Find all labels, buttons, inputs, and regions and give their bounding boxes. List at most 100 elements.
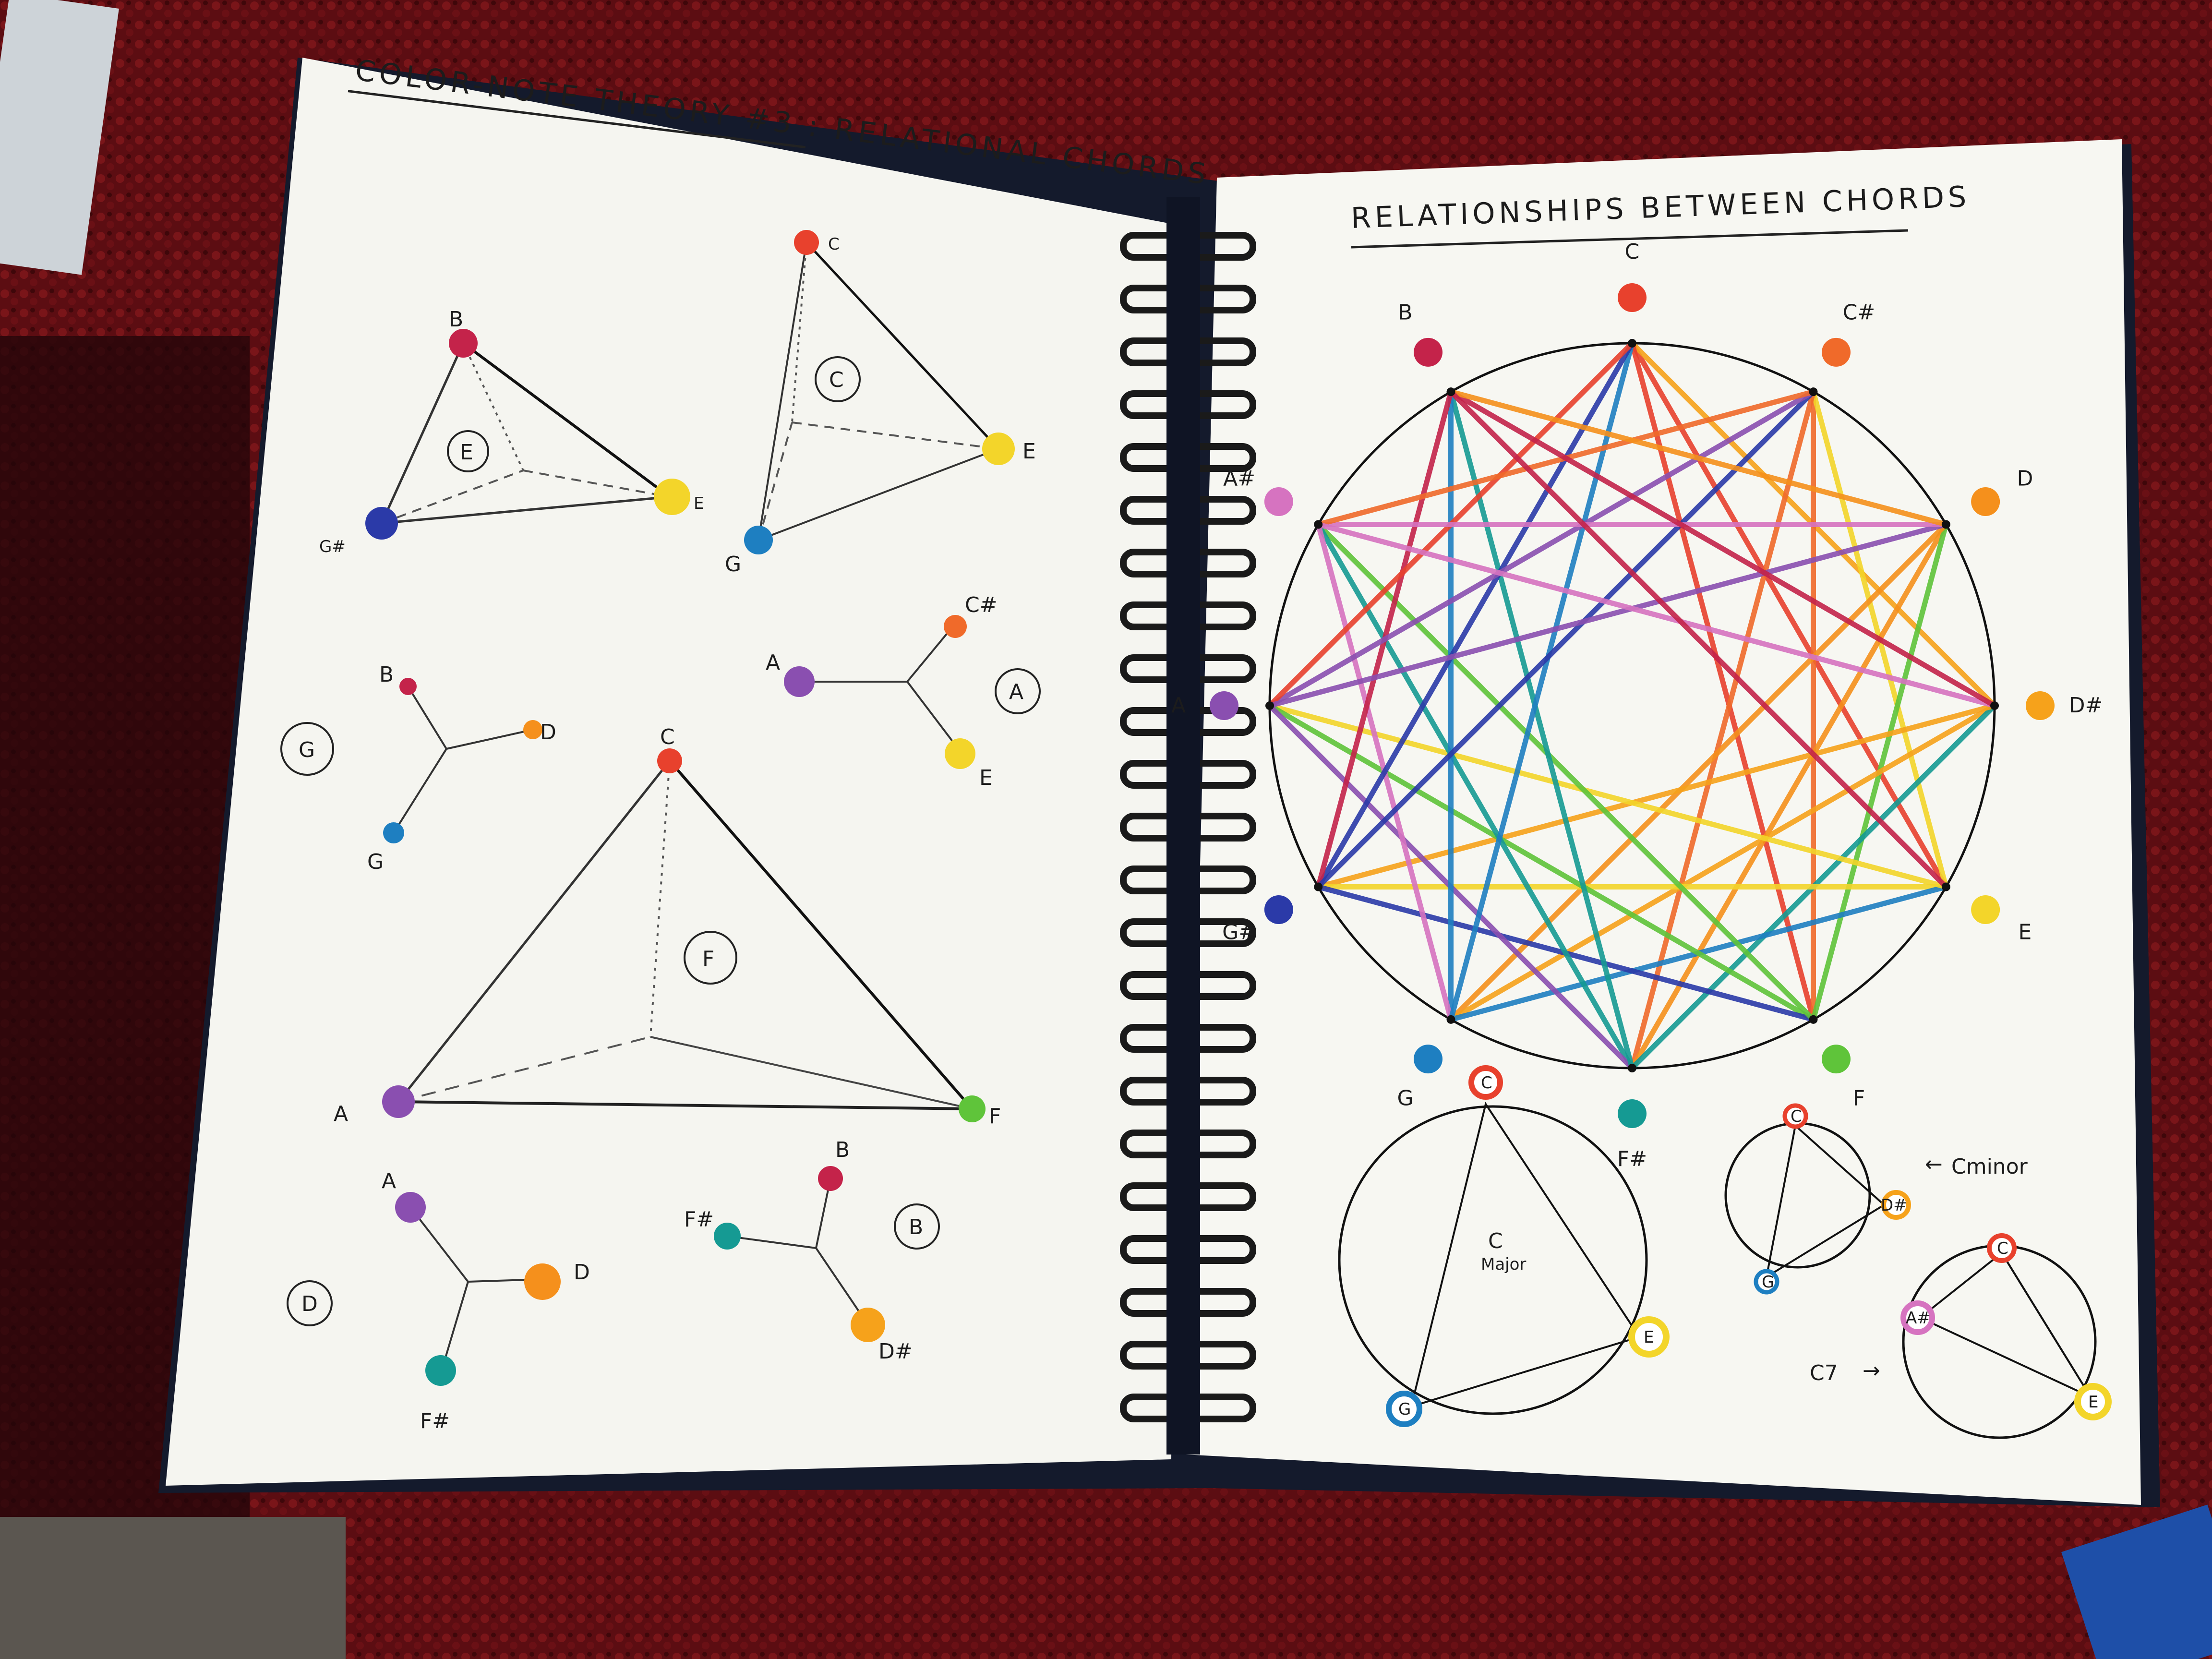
wheel-line-f-a bbox=[1267, 703, 1816, 1022]
note-label-a: A bbox=[766, 650, 780, 675]
wheel-tick-a-sharp bbox=[1314, 520, 1323, 529]
note-label-e: E bbox=[979, 766, 993, 790]
note-dot-e bbox=[945, 738, 975, 769]
wheel-line-c-f bbox=[1629, 340, 1816, 1022]
chord-wheel: C C# D D# E F F# G G# A A# B bbox=[1171, 240, 2103, 1171]
note-label-a: A bbox=[334, 1102, 348, 1126]
c7-arrow: → bbox=[1863, 1358, 1880, 1383]
note-label-g: G bbox=[367, 850, 384, 874]
wheel-dot-a-sharp bbox=[1264, 487, 1293, 516]
plaid-fabric bbox=[0, 1517, 346, 1659]
wheel-label-d-sharp: D# bbox=[2069, 693, 2103, 718]
note-label-f-sharp: F# bbox=[684, 1207, 714, 1232]
chord-label-e: E bbox=[460, 440, 473, 465]
wheel-label-e: E bbox=[2018, 920, 2032, 945]
note-label-e: E bbox=[1022, 439, 1036, 464]
note-label-a: A bbox=[382, 1169, 396, 1193]
tetrahedron-c-chord: C G E C bbox=[725, 230, 1036, 577]
chord-label-a: A bbox=[1009, 680, 1023, 704]
note-ring-e bbox=[1628, 1316, 1670, 1358]
wheel-line-d-f-sharp bbox=[1629, 522, 1949, 1071]
wheel-line-a-c-sharp bbox=[1267, 389, 1816, 709]
note-dot-e bbox=[982, 433, 1015, 465]
wheel-tick-c bbox=[1628, 339, 1636, 348]
ring-label-e: E bbox=[2088, 1393, 2098, 1412]
wheel-dot-b bbox=[1414, 337, 1443, 367]
wheel-line-e-a bbox=[1267, 703, 1949, 890]
note-ring-g bbox=[1754, 1269, 1779, 1295]
wheel-tick-d-sharp bbox=[1990, 701, 1999, 710]
chord-circle-f bbox=[684, 931, 737, 985]
wheel-dot-d bbox=[1971, 487, 2000, 516]
c7-diagram: C E A# C7 → bbox=[1810, 1233, 2112, 1439]
c-minor-arrow: ← bbox=[1925, 1152, 1943, 1177]
note-label-f-sharp: F# bbox=[420, 1409, 450, 1433]
note-dot-d bbox=[524, 1263, 561, 1300]
chord-label-f: F bbox=[702, 947, 714, 971]
wheel-dot-c bbox=[1618, 283, 1647, 312]
wheel-line-a-d bbox=[1267, 522, 1949, 709]
wheel-label-d: D bbox=[2017, 467, 2033, 491]
spine-gutter bbox=[1166, 197, 1200, 1455]
wheel-line-f-a-sharp bbox=[1315, 522, 1816, 1022]
wheel-connection-lines bbox=[1267, 340, 1997, 1071]
ring-label-c: C bbox=[1481, 1073, 1492, 1093]
wheel-line-d-sharp-g bbox=[1448, 703, 1997, 1022]
note-label-c: C bbox=[828, 235, 840, 254]
note-dot-a bbox=[382, 1085, 415, 1118]
c-major-sublabel: Major bbox=[1481, 1255, 1526, 1274]
note-label-b: B bbox=[449, 307, 463, 332]
tetrahedron-e-chord: B G# E E bbox=[319, 307, 704, 556]
note-dot-g bbox=[383, 822, 404, 843]
wheel-line-a-sharp-d-sharp bbox=[1315, 522, 1997, 709]
ring-label-g: G bbox=[1398, 1400, 1411, 1419]
wheel-line-b-e bbox=[1448, 389, 1949, 890]
note-dot-b bbox=[399, 678, 417, 695]
wheel-line-c-e bbox=[1629, 340, 1949, 890]
note-label-b: B bbox=[379, 662, 394, 687]
note-dot-f bbox=[959, 1095, 986, 1122]
wheel-tick-g bbox=[1446, 1015, 1455, 1024]
wheel-dot-g bbox=[1414, 1045, 1443, 1074]
wheel-dot-c-sharp bbox=[1822, 337, 1851, 367]
c7-label: C7 bbox=[1810, 1361, 1838, 1385]
note-ring-e bbox=[2074, 1383, 2112, 1420]
wheel-dot-f bbox=[1822, 1045, 1851, 1074]
wheel-tick-f-sharp bbox=[1628, 1064, 1636, 1072]
wheel-line-b-d-sharp bbox=[1448, 389, 1997, 709]
wheel-tick-g-sharp bbox=[1314, 882, 1323, 891]
note-label-c: C bbox=[660, 725, 675, 749]
note-label-d: D bbox=[540, 720, 556, 745]
ring-label-g: G bbox=[1762, 1273, 1774, 1292]
ring-label-e: E bbox=[1644, 1328, 1654, 1347]
tetrahedron-f-chord: C A F F bbox=[334, 725, 1001, 1129]
star-b-chord: B F# D# B bbox=[684, 1138, 940, 1364]
wheel-line-f-sharp-a-sharp bbox=[1315, 522, 1635, 1071]
note-label-f: F bbox=[989, 1104, 1001, 1129]
wheel-line-f-sharp-b bbox=[1448, 389, 1635, 1071]
star-g-chord: B D G G bbox=[280, 662, 556, 874]
wheel-line-g-sharp-c bbox=[1315, 340, 1635, 890]
note-label-e: E bbox=[694, 494, 704, 513]
note-dot-d-sharp bbox=[851, 1308, 885, 1342]
note-dot-g-sharp bbox=[365, 507, 398, 540]
marker-pens bbox=[2061, 1504, 2212, 1659]
note-dot-e bbox=[654, 479, 690, 515]
wheel-note-dots: C C# D D# E F F# G G# A A# B bbox=[1171, 240, 2103, 1171]
wheel-tick-d bbox=[1941, 520, 1950, 529]
note-ring-c bbox=[1987, 1233, 2017, 1263]
note-dot-b bbox=[818, 1166, 843, 1191]
wheel-dot-d-sharp bbox=[2026, 691, 2055, 720]
c-major-label: C bbox=[1488, 1229, 1503, 1253]
note-label-c-sharp: C# bbox=[965, 593, 998, 617]
paint-tube bbox=[0, 0, 119, 275]
wheel-label-c: C bbox=[1625, 240, 1640, 264]
wheel-dot-g-sharp bbox=[1264, 895, 1293, 924]
wheel-dot-f-sharp bbox=[1618, 1099, 1647, 1128]
note-dot-c bbox=[657, 748, 682, 773]
ring-label-c: C bbox=[1791, 1107, 1802, 1126]
note-label-b: B bbox=[835, 1138, 850, 1162]
star-a-chord: A C# E A bbox=[766, 593, 1041, 790]
c-major-diagram: C E G C Major bbox=[1338, 1065, 1670, 1427]
